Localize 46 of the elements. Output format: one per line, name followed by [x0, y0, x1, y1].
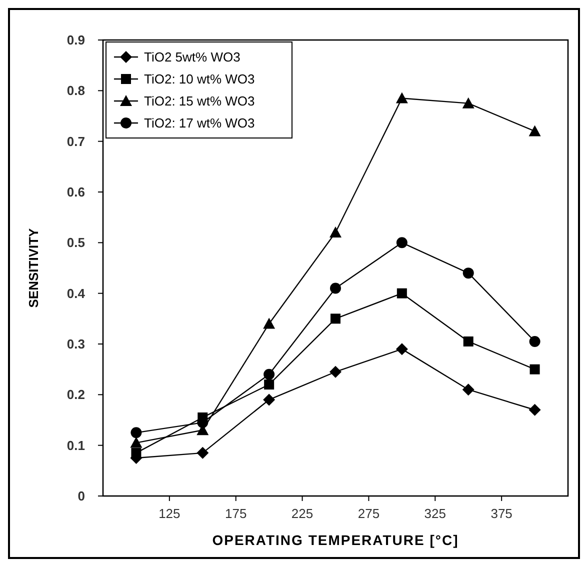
point: [263, 394, 276, 406]
y-tick-label: 0.6: [66, 184, 85, 200]
point: [130, 427, 142, 438]
y-tick-label: 0.5: [66, 235, 85, 250]
x-tick-label: 225: [291, 506, 314, 521]
legend-label: TiO2: 10 wt% WO3: [144, 72, 255, 87]
y-tick-label: 0.8: [66, 83, 85, 98]
point: [462, 384, 474, 396]
point: [396, 343, 408, 356]
point: [264, 380, 274, 390]
point: [462, 268, 474, 279]
point: [264, 368, 275, 380]
x-tick-label: 175: [225, 506, 247, 521]
point: [396, 92, 408, 104]
point: [530, 364, 540, 374]
x-axis-title: OPERATING TEMPERATURE [°C]: [212, 532, 459, 548]
point: [528, 125, 541, 136]
legend-label: TiO2: 17 wt% WO3: [144, 116, 255, 131]
legend-label: TiO2 5wt% WO3: [144, 50, 240, 65]
x-tick-label: 375: [490, 506, 512, 521]
point: [196, 446, 209, 459]
point: [131, 448, 142, 458]
x-tick-label: 125: [158, 506, 180, 521]
y-tick-label: 0.7: [66, 134, 85, 149]
y-axis-title: SENSITIVITY: [26, 228, 41, 308]
x-tick-label: 325: [424, 506, 446, 521]
point: [463, 336, 474, 346]
y-tick-label: 0.9: [66, 32, 85, 48]
point: [330, 314, 340, 324]
point: [130, 436, 142, 448]
point: [263, 318, 276, 329]
y-tick-label: 0: [78, 488, 85, 504]
y-tick-label: 0.2: [66, 387, 85, 402]
y-tick-label: 0.1: [66, 438, 85, 453]
x-tick-label: 275: [358, 506, 380, 521]
y-tick-label: 0.4: [66, 286, 86, 301]
point: [330, 366, 342, 378]
point: [396, 288, 407, 298]
point: [528, 404, 541, 416]
point: [529, 336, 540, 347]
y-tick-label: 0.3: [66, 336, 85, 352]
point: [330, 226, 342, 238]
legend-label: TiO2: 15 wt% WO3: [144, 94, 255, 109]
point: [396, 237, 408, 248]
point: [462, 97, 474, 108]
point: [330, 282, 341, 294]
